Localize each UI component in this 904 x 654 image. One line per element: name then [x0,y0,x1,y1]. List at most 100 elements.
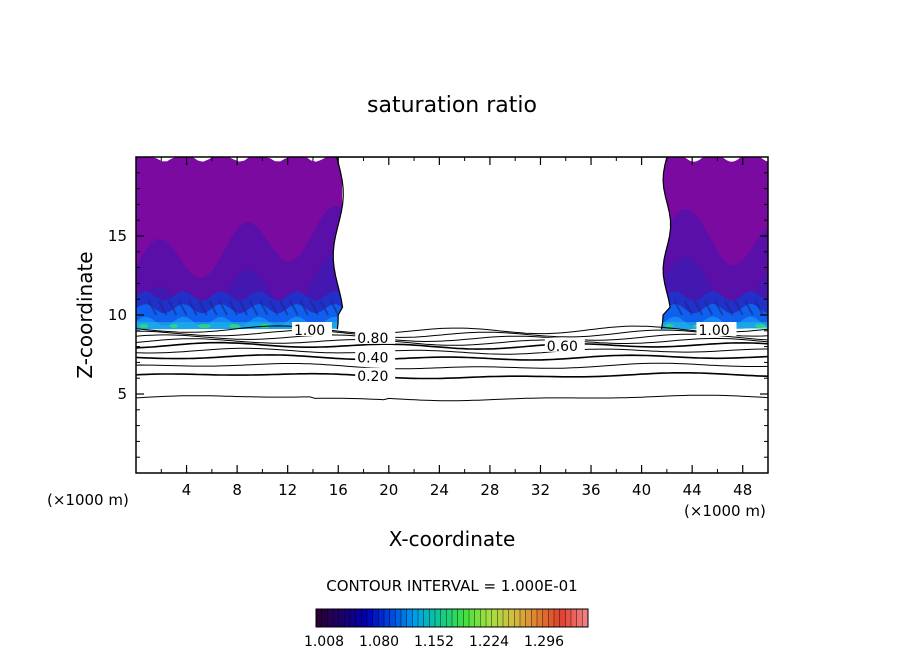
colorbar-cell [440,608,447,628]
x-unit-left: (×1000 m) [47,491,129,509]
contour-line-0.9 [136,329,768,338]
x-tick-label: 8 [232,481,242,499]
left-green-patch [197,324,211,329]
left-streak [157,300,168,316]
colorbar-cell [383,608,391,628]
colorbar-cell [434,608,442,628]
colorbar-cell [502,608,510,628]
left-streak [208,300,218,316]
x-tick-label: 4 [182,481,192,499]
right-streak [673,300,683,316]
colorbar-tick-label: 1.296 [524,634,564,650]
right-streak [703,300,714,316]
right-streak [744,300,754,316]
left-streak [289,300,299,316]
colorbar-cell [463,608,470,628]
contour-label: 1.00 [698,323,729,339]
colorbar-cell [565,608,572,628]
contour-label: 0.20 [357,369,388,385]
left-streak [167,300,178,316]
colorbar-cell [429,608,436,628]
x-axis-label: X-coordinate [389,527,516,551]
left-streak [329,300,340,316]
right-green-patch [755,324,766,329]
left-streak [319,300,330,316]
left-streak [258,300,269,316]
colorbar-cell [446,608,453,628]
x-tick-label: 20 [379,481,398,499]
right-streak [724,300,734,316]
left-streak [147,300,158,316]
filled-contour-regions [136,157,768,473]
x-tick-label: 28 [480,481,499,499]
colorbar [315,608,589,628]
right-streak [683,300,694,316]
x-tick-label: 40 [632,481,651,499]
colorbar-cell [332,608,340,628]
contour-label: 0.40 [357,351,388,367]
colorbar-cell [327,608,334,628]
contour-label: 0.60 [547,339,578,355]
left-green-patch [169,324,178,329]
contour-labels: 0.20 0.40 0.60 0.80 1.00 1.00 [292,322,737,385]
colorbar-cell [536,608,544,628]
colorbar-cell [559,608,566,628]
contour-label-bg [292,322,332,337]
colorbar-cell [349,608,357,628]
contour-label: 1.00 [294,323,325,339]
colorbar-cell [480,608,487,628]
colorbar-cell [508,608,515,628]
contour-line-0.7 [136,337,768,346]
contour-line-0.6 [136,341,768,350]
right-filled-region [661,157,768,331]
colorbar-cell [491,608,498,628]
colorbar-cell [514,608,521,628]
colorbar-labels: 1.008 1.080 1.152 1.224 1.296 [304,634,564,650]
colorbar-cell [576,608,583,628]
contour-label-bg [355,349,396,364]
x-tick-label: 12 [278,481,297,499]
contour-line-0.4 [136,354,768,361]
colorbar-cell [474,608,481,628]
x-tick-label: 32 [531,481,550,499]
colorbar-cell [355,608,362,628]
x-tick-label: 16 [329,481,348,499]
colorbar-cell [389,608,396,628]
right-streak [754,300,764,316]
clear-air-gap [332,157,672,332]
left-green-patch [138,324,149,329]
x-tick-label: 44 [683,481,702,499]
colorbar-cell [372,608,379,628]
x-tick-label: 48 [733,481,752,499]
colorbar-cell [468,608,476,628]
colorbar-cell [497,608,504,628]
right-green-patch [665,324,674,329]
colorbar-cell [417,608,425,628]
y-tick-label: 15 [108,227,127,245]
contour-label: 0.80 [357,331,388,347]
colorbar-cell [321,608,328,628]
contour-label-bg [355,329,396,344]
right-streak [734,300,744,316]
contour-label-bg [696,322,737,337]
y-tick-label: 5 [117,385,127,403]
colorbar-cell [361,608,368,628]
x-tick-label: 24 [430,481,449,499]
colorbar-cell [451,608,459,628]
colorbar-cell [338,608,345,628]
colorbar-cell [406,608,413,628]
colorbar-cell [519,608,527,628]
chart-title: saturation ratio [367,93,537,118]
colorbar-cell [423,608,430,628]
left-streak [309,300,319,316]
contour-line-0.1 [136,394,768,402]
left-streak [198,300,208,316]
left-streak [269,300,279,316]
left-streak [248,300,259,316]
colorbar-tick-label: 1.008 [304,634,344,650]
contour-line-0.3 [136,362,768,370]
colorbar-cell [531,608,538,628]
colorbar-cell [366,608,374,628]
left-streak [279,300,289,316]
colorbar-cell [582,608,589,628]
